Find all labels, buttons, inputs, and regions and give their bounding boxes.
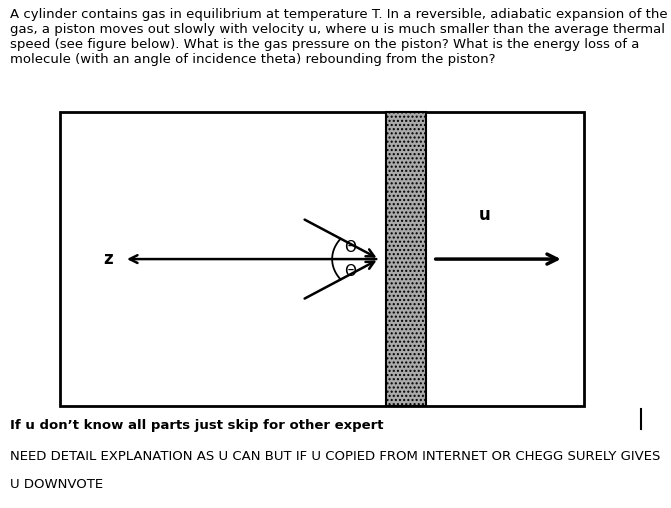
Text: If u don’t know all parts just skip for other expert: If u don’t know all parts just skip for … xyxy=(10,419,384,432)
Text: z: z xyxy=(103,250,113,268)
Text: Θ: Θ xyxy=(344,264,356,278)
Text: U DOWNVOTE: U DOWNVOTE xyxy=(10,478,103,491)
Text: Θ: Θ xyxy=(344,240,356,255)
Text: NEED DETAIL EXPLANATION AS U CAN BUT IF U COPIED FROM INTERNET OR CHEGG SURELY G: NEED DETAIL EXPLANATION AS U CAN BUT IF … xyxy=(10,450,660,463)
Bar xyxy=(60,112,584,406)
Bar xyxy=(386,112,426,406)
Bar xyxy=(386,112,426,406)
Text: A cylinder contains gas in equilibrium at temperature T. In a reversible, adiaba: A cylinder contains gas in equilibrium a… xyxy=(10,8,668,66)
Text: u: u xyxy=(479,206,491,224)
